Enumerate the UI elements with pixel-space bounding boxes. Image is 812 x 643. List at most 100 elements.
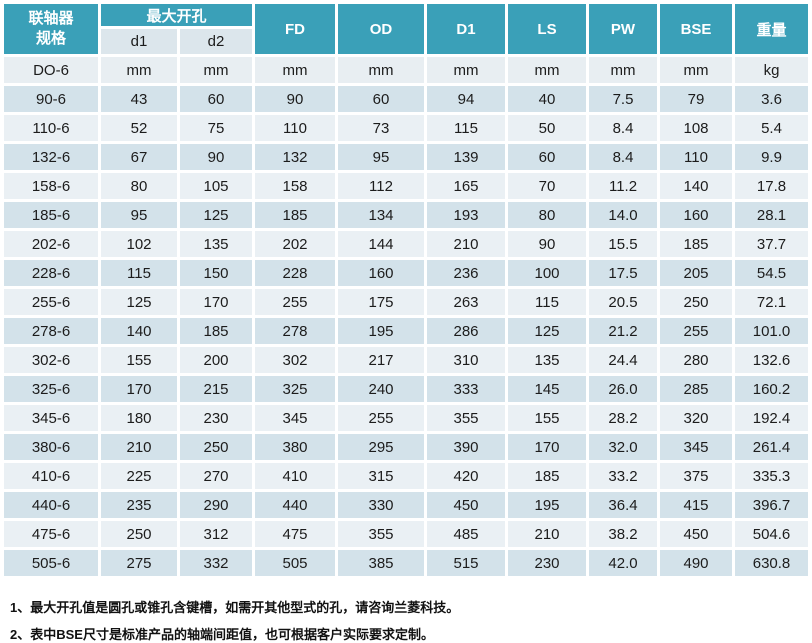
value-cell: 110 — [255, 115, 336, 141]
value-cell: 9.9 — [735, 144, 809, 170]
value-cell: 440 — [255, 492, 336, 518]
model-cell: DO-6 — [4, 57, 98, 83]
value-cell: 175 — [338, 289, 425, 315]
value-cell: 40 — [508, 86, 587, 112]
value-cell: 43 — [101, 86, 177, 112]
value-cell: mm — [101, 57, 177, 83]
value-cell: 95 — [101, 202, 177, 228]
value-cell: 125 — [101, 289, 177, 315]
value-cell: 228 — [255, 260, 336, 286]
value-cell: 345 — [660, 434, 733, 460]
value-cell: 215 — [180, 376, 253, 402]
value-cell: mm — [427, 57, 506, 83]
value-cell: 21.2 — [589, 318, 658, 344]
value-cell: 210 — [427, 231, 506, 257]
table-row: 345-6 180 230 345 255 355 155 28.2 320 192.4 — [4, 405, 809, 431]
value-cell: 28.1 — [735, 202, 809, 228]
header-row-main: 联轴器 规格 最大开孔 FD OD D1 LS PW BSE 重量 — [4, 4, 809, 54]
coupling-spec-table: 联轴器 规格 最大开孔 FD OD D1 LS PW BSE 重量 d1 d2 … — [1, 1, 811, 579]
value-cell: 90 — [508, 231, 587, 257]
model-cell: 185-6 — [4, 202, 98, 228]
value-cell: 80 — [101, 173, 177, 199]
value-cell: 335.3 — [735, 463, 809, 489]
value-cell: 192.4 — [735, 405, 809, 431]
header-coupling-spec-line2: 规格 — [35, 30, 66, 47]
value-cell: 135 — [508, 347, 587, 373]
value-cell: 134 — [338, 202, 425, 228]
value-cell: 160 — [338, 260, 425, 286]
value-cell: 145 — [508, 376, 587, 402]
value-cell: 250 — [660, 289, 733, 315]
value-cell: 505 — [255, 550, 336, 576]
value-cell: 101.0 — [735, 318, 809, 344]
value-cell: 170 — [180, 289, 253, 315]
value-cell: 375 — [660, 463, 733, 489]
value-cell: mm — [338, 57, 425, 83]
header-od: OD — [338, 4, 425, 54]
value-cell: 270 — [180, 463, 253, 489]
table-row: 278-6 140 185 278 195 286 125 21.2 255 101.0 — [4, 318, 809, 344]
value-cell: 261.4 — [735, 434, 809, 460]
value-cell: 275 — [101, 550, 177, 576]
table-row: 185-6 95 125 185 134 193 80 14.0 160 28.1 — [4, 202, 809, 228]
value-cell: 115 — [508, 289, 587, 315]
value-cell: 125 — [180, 202, 253, 228]
model-cell: 302-6 — [4, 347, 98, 373]
table-row: 380-6 210 250 380 295 390 170 32.0 345 261.4 — [4, 434, 809, 460]
model-cell: 440-6 — [4, 492, 98, 518]
value-cell: 255 — [255, 289, 336, 315]
value-cell: 105 — [180, 173, 253, 199]
subheader-d1: d1 — [101, 29, 177, 54]
value-cell: 132 — [255, 144, 336, 170]
model-cell: 110-6 — [4, 115, 98, 141]
value-cell: 504.6 — [735, 521, 809, 547]
value-cell: 42.0 — [589, 550, 658, 576]
value-cell: 5.4 — [735, 115, 809, 141]
model-cell: 132-6 — [4, 144, 98, 170]
table-header: 联轴器 规格 最大开孔 FD OD D1 LS PW BSE 重量 d1 d2 — [4, 4, 809, 54]
table-row: 440-6 235 290 440 330 450 195 36.4 415 396.7 — [4, 492, 809, 518]
value-cell: 195 — [338, 318, 425, 344]
model-cell: 380-6 — [4, 434, 98, 460]
value-cell: 7.5 — [589, 86, 658, 112]
table-row: 410-6 225 270 410 315 420 185 33.2 375 335.3 — [4, 463, 809, 489]
value-cell: 235 — [101, 492, 177, 518]
value-cell: 72.1 — [735, 289, 809, 315]
header-fd: FD — [255, 4, 336, 54]
value-cell: 200 — [180, 347, 253, 373]
value-cell: 217 — [338, 347, 425, 373]
value-cell: 17.8 — [735, 173, 809, 199]
value-cell: 102 — [101, 231, 177, 257]
value-cell: 345 — [255, 405, 336, 431]
value-cell: 155 — [508, 405, 587, 431]
value-cell: 390 — [427, 434, 506, 460]
value-cell: 285 — [660, 376, 733, 402]
value-cell: 14.0 — [589, 202, 658, 228]
footnote-2: 2、表中BSE尺寸是标准产品的轴端间距值，也可根据客户实际要求定制。 — [10, 627, 434, 642]
value-cell: 144 — [338, 231, 425, 257]
value-cell: 90 — [180, 144, 253, 170]
value-cell: 8.4 — [589, 144, 658, 170]
value-cell: mm — [180, 57, 253, 83]
value-cell: 320 — [660, 405, 733, 431]
header-row-sub: d1 d2 — [4, 29, 808, 54]
value-cell: mm — [660, 57, 733, 83]
value-cell: 295 — [338, 434, 425, 460]
value-cell: 165 — [427, 173, 506, 199]
model-cell: 228-6 — [4, 260, 98, 286]
table-row: 505-6 275 332 505 385 515 230 42.0 490 630.8 — [4, 550, 809, 576]
value-cell: 108 — [660, 115, 733, 141]
model-cell: 202-6 — [4, 231, 98, 257]
value-cell: 332 — [180, 550, 253, 576]
value-cell: 8.4 — [589, 115, 658, 141]
value-cell: 110 — [660, 144, 733, 170]
table-row: 90-6 43 60 90 60 94 40 7.5 79 3.6 — [4, 86, 809, 112]
table-row: 255-6 125 170 255 175 263 115 20.5 250 72.1 — [4, 289, 809, 315]
table-row: DO-6 mm mm mm mm mm mm mm mm kg — [4, 57, 809, 83]
value-cell: 210 — [101, 434, 177, 460]
value-cell: 100 — [508, 260, 587, 286]
value-cell: 37.7 — [735, 231, 809, 257]
value-cell: 450 — [660, 521, 733, 547]
value-cell: 315 — [338, 463, 425, 489]
value-cell: 17.5 — [589, 260, 658, 286]
